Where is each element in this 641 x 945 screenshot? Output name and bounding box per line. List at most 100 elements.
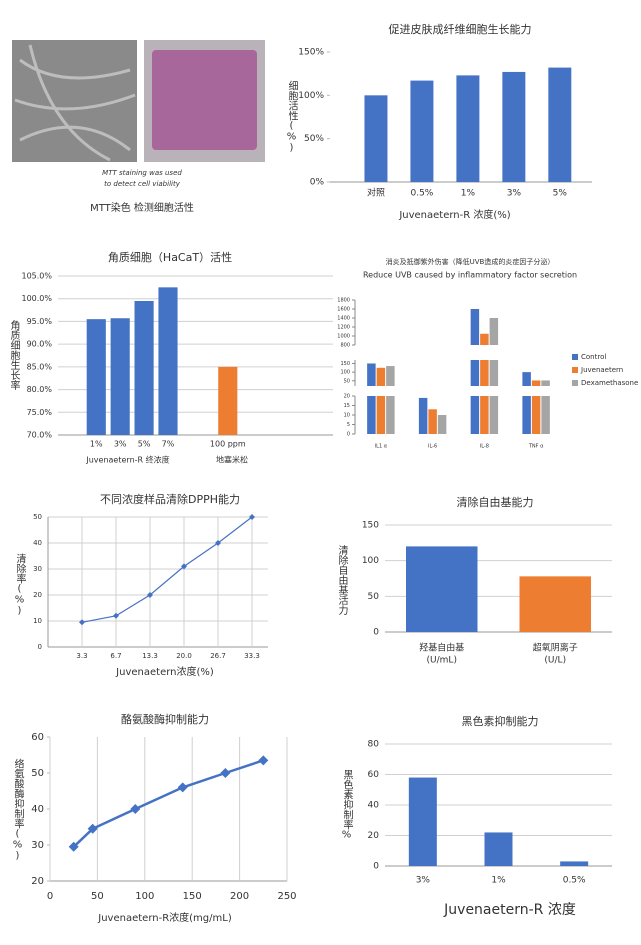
bar <box>519 576 592 632</box>
bar <box>134 300 154 435</box>
marker <box>87 823 98 834</box>
y-tick-label: 10 <box>344 413 350 419</box>
marker <box>130 804 141 814</box>
bar <box>502 71 526 182</box>
y-tick-label: 1600 <box>337 307 350 313</box>
legend-swatch <box>572 354 578 360</box>
y-tick-label: 150% <box>298 48 324 58</box>
x-tick-label: 100 ppm <box>210 440 246 449</box>
x-tick-label: 5% <box>138 440 151 449</box>
bar <box>410 80 434 182</box>
bar <box>386 366 395 386</box>
bar <box>484 832 513 866</box>
legend-label: Control <box>581 353 606 361</box>
x-axis-label: Juvenaetern-R浓度(mg/mL) <box>97 911 232 924</box>
y-axis-label: 清除自由基活力 <box>336 544 348 616</box>
y-tick-label: 20 <box>344 394 350 400</box>
x-tick-label: 0.5% <box>410 189 433 199</box>
x-tick-label: 33.3 <box>244 652 260 660</box>
bar <box>541 380 550 386</box>
bar <box>489 318 499 345</box>
x-tick-label: 3% <box>114 440 127 449</box>
chart-title: 促进皮肤成纤维细胞生长能力 <box>389 22 532 36</box>
x-tick-label: 26.7 <box>210 652 226 660</box>
x-tick-label: 200 <box>230 891 249 902</box>
chart-title: 消炎及抵御紫外伤害（降低UVB造成的炎症因子分泌） <box>386 257 555 266</box>
chart-title: 黑色素抑制能力 <box>462 714 539 728</box>
x-tick-label: 3% <box>507 189 522 199</box>
y-tick-label: 40 <box>33 539 42 547</box>
y-tick-label: 30 <box>33 565 42 573</box>
y-tick-label: 1800 <box>337 298 350 304</box>
x-group-label: 地塞米松 <box>216 455 248 465</box>
y-tick-label: 15 <box>344 403 350 409</box>
bar <box>408 777 437 866</box>
bar <box>470 360 480 386</box>
y-tick-label: 20 <box>33 591 42 599</box>
y-tick-label: 100.0% <box>21 294 52 303</box>
bar <box>560 861 589 866</box>
x-tick-unit: (U/L) <box>544 656 566 666</box>
y-axis-label: 角质细胞生长率 <box>8 320 20 391</box>
marker <box>258 755 269 766</box>
x-tick-label: 羟基自由基 <box>419 642 464 654</box>
y-tick-label: 5 <box>347 422 350 428</box>
bar <box>470 396 480 434</box>
y-tick-label: 0 <box>373 862 379 872</box>
x-tick-label: 100 <box>135 891 154 902</box>
marker <box>215 540 221 546</box>
y-tick-label: 1000 <box>337 334 350 340</box>
legend-swatch <box>572 367 578 373</box>
bar <box>367 396 376 434</box>
x-tick-label: 超氧阴离子 <box>533 642 578 654</box>
y-tick-label: 60 <box>368 770 380 780</box>
x-tick-label: 50 <box>91 891 104 902</box>
bar <box>531 396 541 434</box>
y-tick-label: 50 <box>368 592 380 602</box>
legend-swatch <box>572 380 578 386</box>
bar <box>541 396 550 434</box>
line <box>72 759 264 848</box>
x-tick-label: 13.3 <box>142 652 158 660</box>
y-tick-label: 1200 <box>337 325 350 331</box>
y-tick-label: 40 <box>31 804 44 815</box>
bar <box>376 396 386 434</box>
y-tick-label: 10 <box>33 617 42 625</box>
bar <box>456 75 480 182</box>
y-tick-label: 20 <box>368 831 380 841</box>
x-axis-label: Juvenaetern-R 浓度(%) <box>398 208 510 221</box>
bar <box>470 309 480 345</box>
image-caption-en: to detect cell viability <box>104 180 181 188</box>
x-tick-label: 250 <box>277 891 296 902</box>
x-tick-label: 7% <box>162 440 175 449</box>
bar <box>437 415 447 434</box>
x-group-label: Juvenaetern-R 终浓度 <box>85 455 169 465</box>
bar <box>522 396 531 434</box>
marker <box>181 563 187 570</box>
y-tick-label: 800 <box>340 343 350 349</box>
x-tick-label: 5% <box>553 189 568 199</box>
y-tick-label: 30 <box>31 840 44 851</box>
bar <box>548 67 572 182</box>
y-tick-label: 40 <box>368 801 380 811</box>
y-tick-label: 50% <box>304 134 324 144</box>
y-tick-label: 50 <box>33 513 42 521</box>
x-tick-label: 对照 <box>367 187 385 199</box>
well-plate-stain <box>152 50 257 150</box>
chart-title: 角质细胞（HaCaT）活性 <box>108 250 232 264</box>
bar <box>418 397 428 434</box>
bar <box>386 396 395 434</box>
y-tick-label: 95.0% <box>27 317 53 326</box>
bar <box>218 366 238 435</box>
bar <box>480 360 489 386</box>
legend-label: Dexamethasone <box>581 379 638 387</box>
y-axis-label: 细胞活性(%) <box>286 79 298 153</box>
y-tick-label: 100 <box>362 556 379 566</box>
bar <box>158 287 178 435</box>
marker <box>68 841 79 852</box>
x-tick-label: 6.7 <box>110 652 121 660</box>
y-tick-label: 0 <box>373 628 379 638</box>
y-tick-label: 80 <box>368 740 380 750</box>
chart-title: 清除自由基能力 <box>457 495 534 509</box>
y-tick-label: 1400 <box>337 316 350 322</box>
